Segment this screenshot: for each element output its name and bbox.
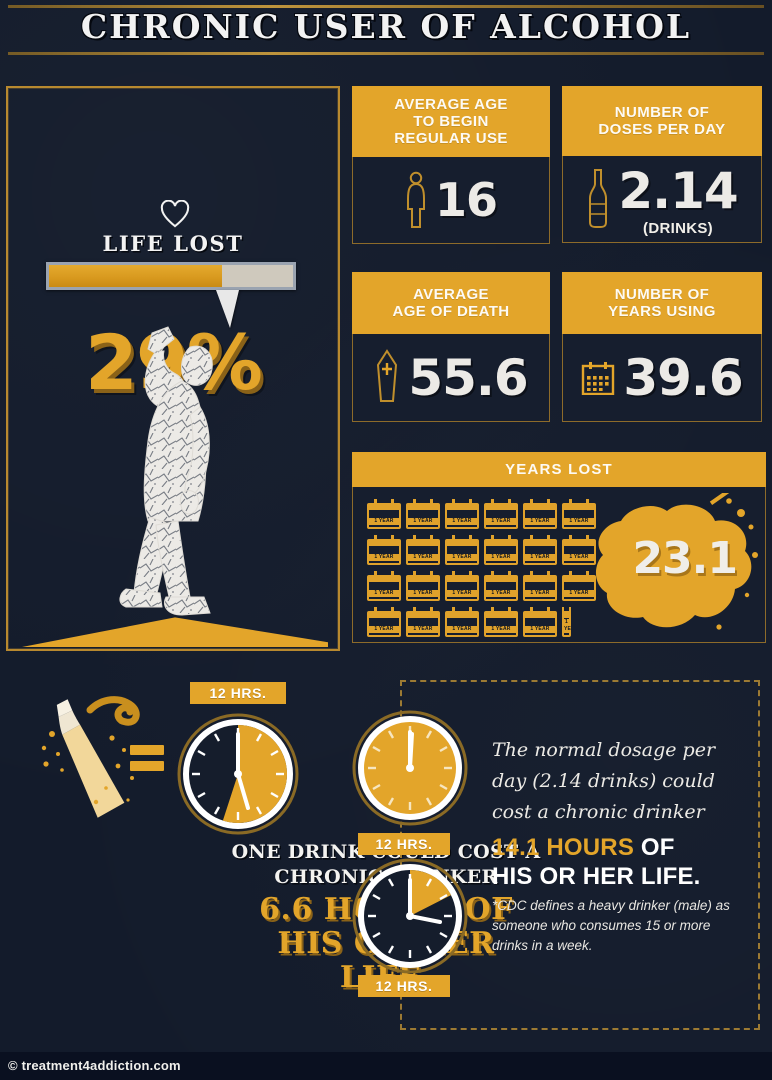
heart-icon	[160, 200, 190, 228]
clock-dosage-partial	[352, 858, 468, 974]
dosage-bold-highlight: 14.1 HOURS	[492, 834, 635, 861]
dosage-footnote: *CDC defines a heavy drinker (male) as s…	[492, 898, 730, 953]
bottle-icon	[589, 169, 608, 228]
dosage-bold-rest: OF	[634, 834, 675, 861]
calendar-tile: 1 YEAR	[445, 535, 479, 565]
calendar-tile: 1 YEAR	[406, 499, 440, 529]
stat-caption: NUMBER OF DOSES PER DAY	[562, 86, 762, 156]
equals-sign-icon	[130, 745, 164, 777]
dosage-panel	[400, 680, 760, 1030]
calendar-tile: 1 YEAR	[406, 571, 440, 601]
stat-value: 2.14	[618, 161, 738, 220]
stat-value: 39.6	[623, 348, 743, 407]
calendar-tile: 1 YEAR	[484, 535, 518, 565]
calendar-tile-partial: 1 YEAR	[562, 607, 571, 637]
dosage-bold-line2: HIS OR HER LIFE.	[492, 863, 701, 890]
clock-one-drink	[176, 712, 300, 836]
life-lost-progress-bar	[46, 262, 296, 290]
calendar-tile: 1 YEAR	[367, 499, 401, 529]
years-lost-caption: YEARS LOST	[352, 452, 766, 487]
paint-splatter-icon	[595, 493, 758, 630]
years-lost-section: YEARS LOST 1 YEAR 1 YEAR 1 YEAR 1 YEAR 1 YEA…	[352, 452, 766, 648]
spilling-bottle-icon	[41, 696, 140, 818]
calendar-tile: 1 YEAR	[445, 607, 479, 637]
stat-caption: NUMBER OF YEARS USING	[562, 272, 762, 334]
calendar-tile: 1 YEAR	[445, 499, 479, 529]
calendar-tile: 1 YEAR	[562, 499, 596, 529]
stat-value: 55.6	[408, 348, 528, 407]
stat-value: 16	[434, 173, 498, 227]
header: CHRONIC USER OF ALCOHOL	[0, 0, 772, 62]
years-lost-value: 23.1	[632, 533, 738, 584]
stat-unit: (DRINKS)	[643, 219, 713, 237]
coffin-icon	[377, 348, 398, 402]
calendar-tile: 1 YEAR	[367, 607, 401, 637]
years-lost-calendar-grid: 1 YEAR 1 YEAR 1 YEAR 1 YEAR 1 YEAR 1 YEAR 1 YE…	[367, 499, 597, 637]
stat-caption: AVERAGE AGE OF DEATH	[352, 272, 550, 334]
clock-tag-one-drink: 12 HRS.	[190, 682, 286, 704]
man-drinking-silhouette-icon	[119, 326, 213, 616]
calendar-tile: 1 YEAR	[484, 499, 518, 529]
calendar-tile: 1 YEAR	[562, 535, 596, 565]
calendar-tile: 1 YEAR	[484, 571, 518, 601]
clock-dosage-full	[352, 710, 468, 826]
calendar-tile: 1 YEAR	[523, 535, 557, 565]
calendar-tile: 1 YEAR	[523, 499, 557, 529]
clock-tag-dosage-full: 12 HRS.	[358, 833, 450, 855]
footer-credit: © treatment4addiction.com	[8, 1058, 181, 1073]
life-lost-panel: LIFE LOST 29%	[6, 86, 340, 651]
calendar-tile: 1 YEAR	[523, 607, 557, 637]
person-icon	[406, 171, 425, 228]
calendar-tile: 1 YEAR	[523, 571, 557, 601]
calendar-tile: 1 YEAR	[367, 571, 401, 601]
calendar-tile: 1 YEAR	[367, 535, 401, 565]
calendar-tile: 1 YEAR	[406, 535, 440, 565]
calendar-tile: 1 YEAR	[484, 607, 518, 637]
stat-card-doses-per-day: NUMBER OF DOSES PER DAY 2.14 (DRINKS)	[562, 86, 762, 256]
dosage-script-text: The normal dosage per day (2.14 drinks) …	[492, 739, 716, 823]
life-lost-label: LIFE LOST	[102, 231, 244, 256]
progress-pointer	[216, 290, 240, 328]
page-title: CHRONIC USER OF ALCOHOL	[80, 7, 692, 46]
header-rule-bottom	[8, 52, 764, 55]
calendar-tile: 1 YEAR	[445, 571, 479, 601]
calendar-tile: 1 YEAR	[562, 571, 596, 601]
dosage-bold-text: 14.1 HOURS OF HIS OR HER LIFE.	[492, 833, 752, 891]
stat-card-years-using: NUMBER OF YEARS USING 39.6	[562, 272, 762, 430]
stat-card-average-age-begin: AVERAGE AGE TO BEGIN REGULAR USE 16	[352, 86, 550, 256]
clock-tag-dosage-partial: 12 HRS.	[358, 975, 450, 997]
stat-caption: AVERAGE AGE TO BEGIN REGULAR USE	[352, 86, 550, 157]
calendar-icon	[582, 361, 615, 395]
calendar-tile: 1 YEAR	[406, 607, 440, 637]
stat-card-average-age-death: AVERAGE AGE OF DEATH 55.6	[352, 272, 550, 430]
footer: © treatment4addiction.com	[0, 1052, 772, 1080]
header-rule-top	[8, 5, 764, 8]
progress-fill	[49, 265, 223, 287]
